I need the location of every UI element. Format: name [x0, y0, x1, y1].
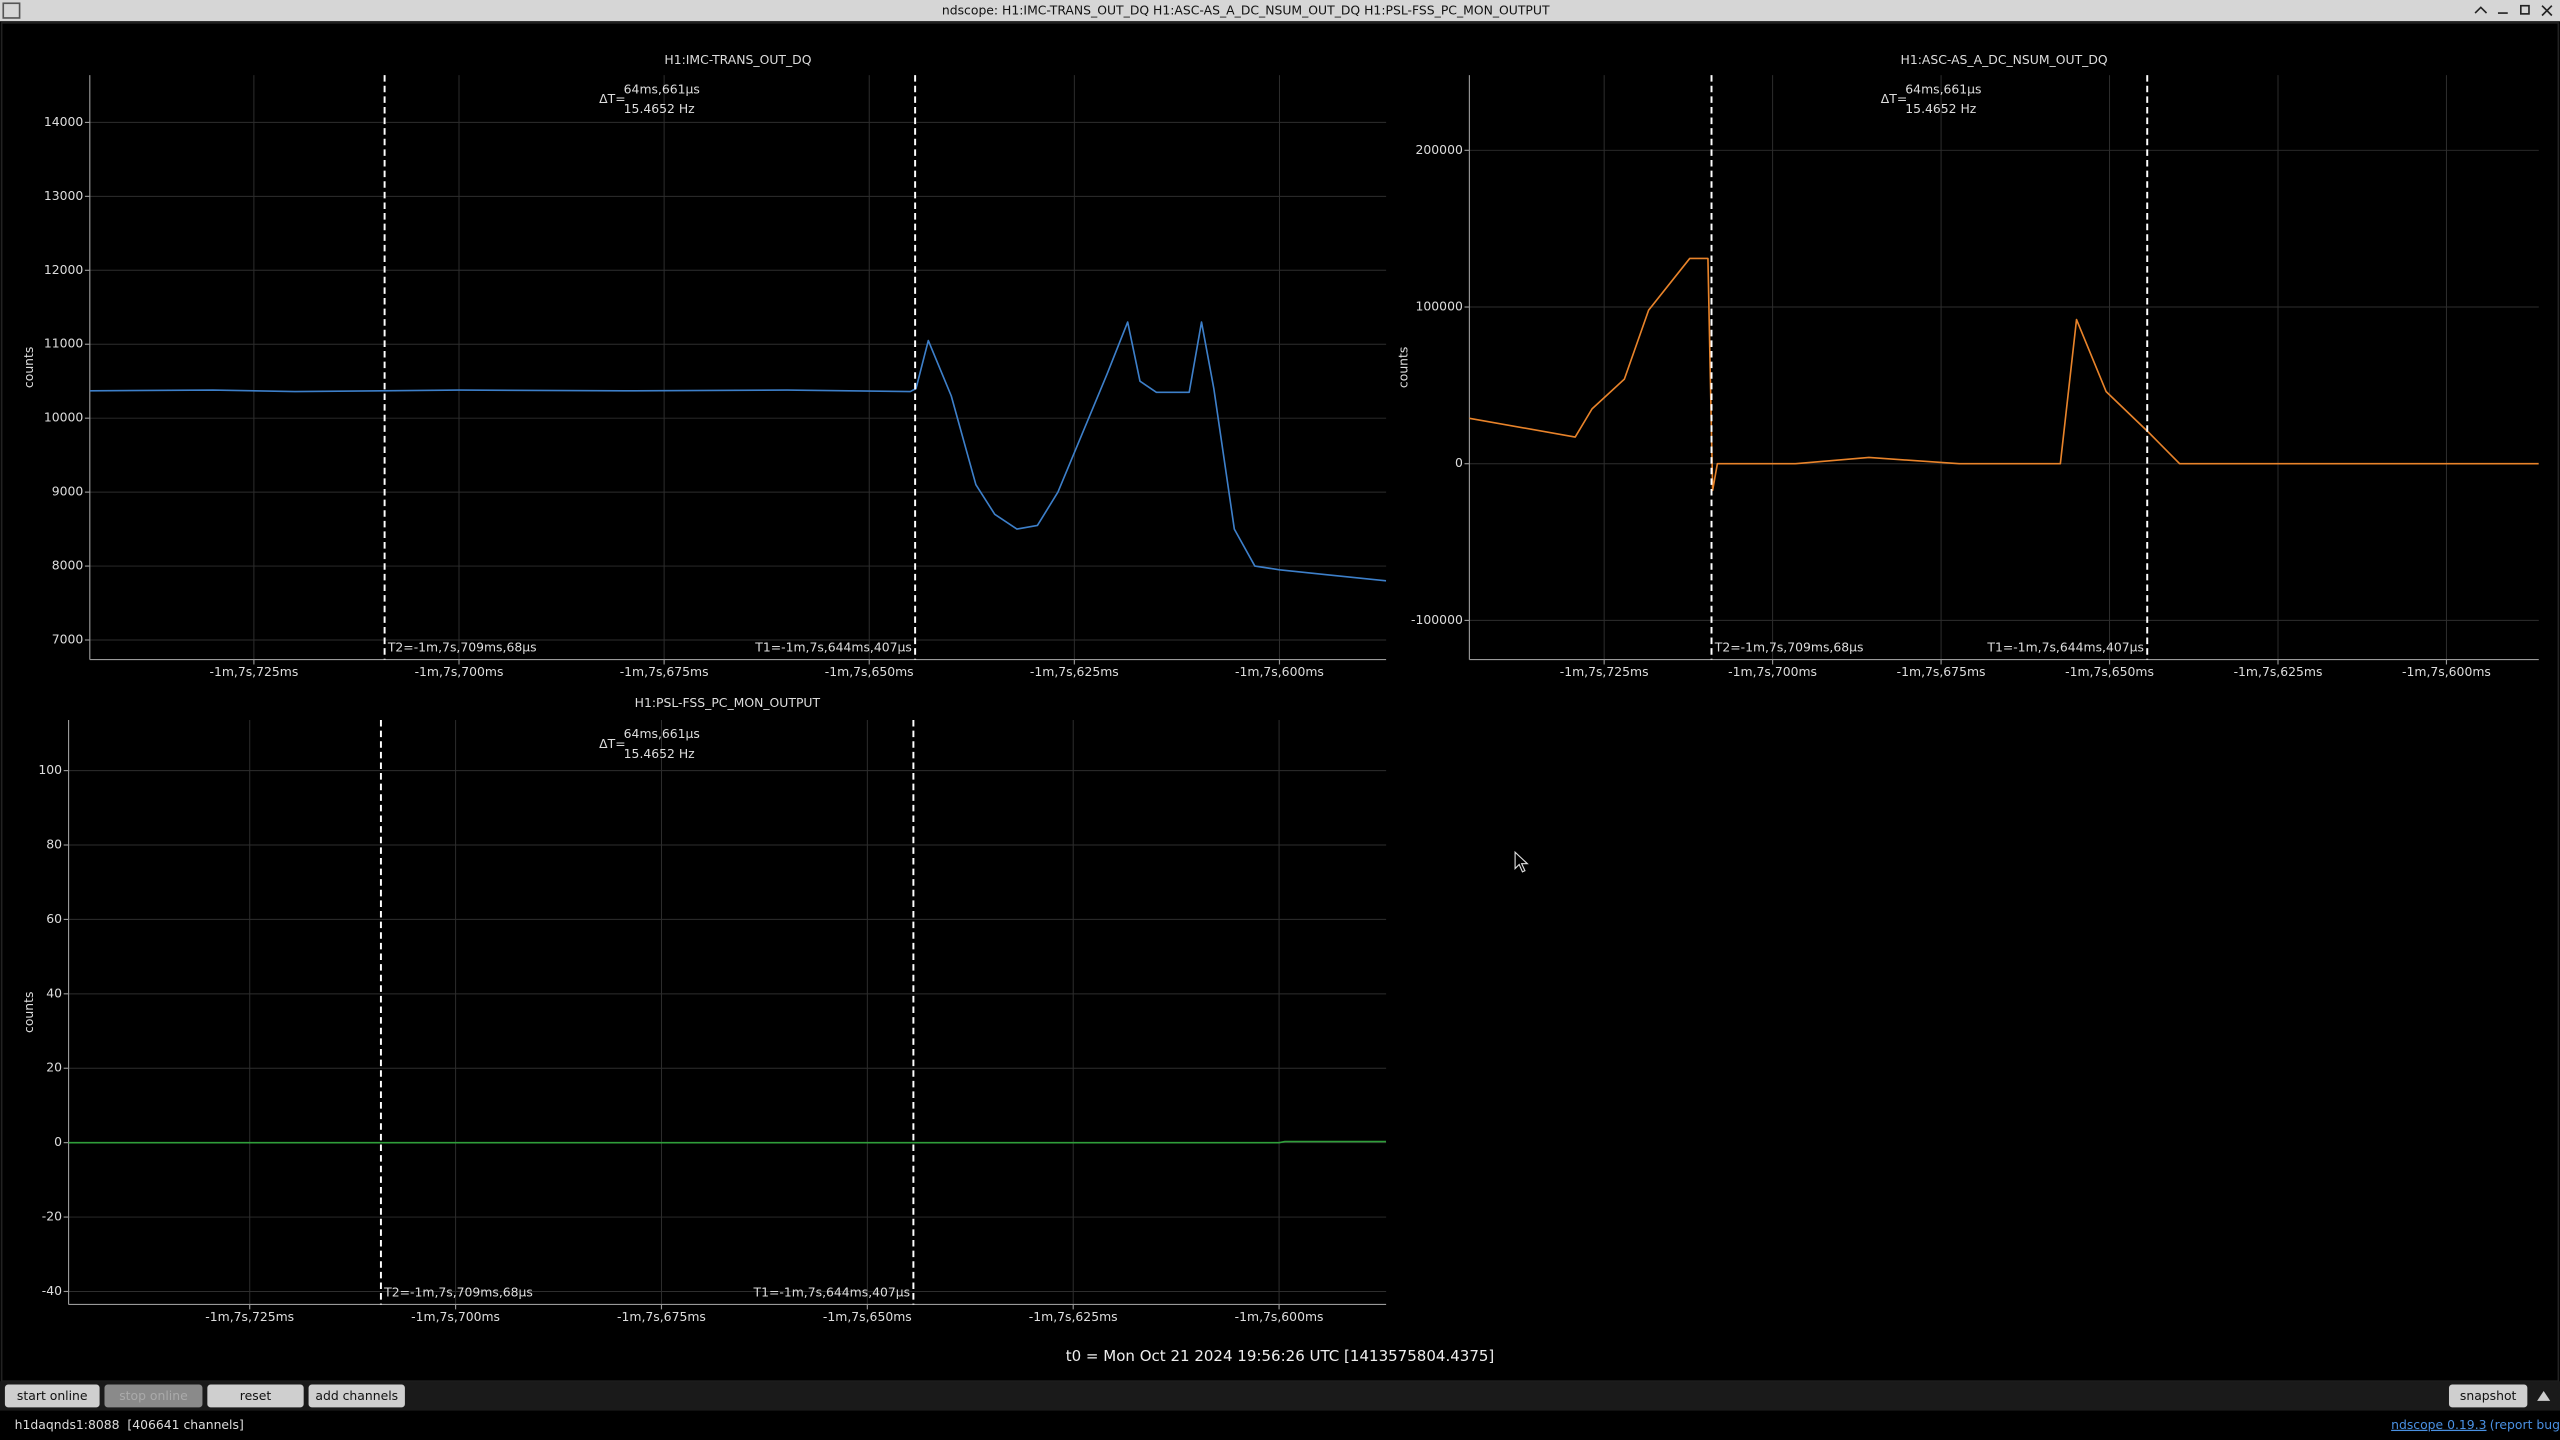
- toolbar-button[interactable]: [308, 1384, 405, 1408]
- x-tick-label: -1m,7s,600ms: [1235, 1309, 1324, 1324]
- snapshot-button[interactable]: [2448, 1384, 2528, 1408]
- delta-label: ΔT=: [599, 736, 625, 751]
- snapshot-label[interactable]: snapshot: [2460, 1388, 2517, 1403]
- x-tick-label: -1m,7s,700ms: [1728, 664, 1817, 679]
- y-tick-label: 8000: [52, 558, 84, 573]
- toolbar-button-label: stop online: [119, 1388, 187, 1403]
- y-tick-label: 0: [54, 1134, 62, 1149]
- y-axis-label: counts: [1396, 347, 1411, 388]
- window-icon: [2, 2, 21, 19]
- x-tick-label: -1m,7s,600ms: [1235, 664, 1324, 679]
- toolbar-button[interactable]: [4, 1384, 100, 1408]
- x-tick-label: -1m,7s,700ms: [411, 1309, 500, 1324]
- server-status: h1daqnds1:8088 [406641 channels]: [15, 1417, 244, 1432]
- y-tick-label: 9000: [52, 484, 84, 499]
- x-tick-label: -1m,7s,625ms: [2234, 664, 2323, 679]
- y-tick-label: -40: [42, 1283, 62, 1298]
- t0-label: t0 = Mon Oct 21 2024 19:56:26 UTC [14135…: [1066, 1347, 1495, 1365]
- delta-freq: 15.4652 Hz: [1905, 101, 1976, 116]
- cursor-label: T2=-1m,7s,709ms,68µs: [383, 1285, 533, 1300]
- delta-freq: 15.4652 Hz: [624, 101, 695, 116]
- x-tick-label: -1m,7s,625ms: [1030, 664, 1119, 679]
- y-tick-label: 11000: [44, 336, 84, 351]
- x-tick-label: -1m,7s,725ms: [209, 664, 298, 679]
- y-tick-label: 13000: [44, 188, 84, 203]
- toolbar-button-label[interactable]: reset: [240, 1388, 272, 1403]
- y-tick-label: -20: [42, 1209, 62, 1224]
- y-tick-label: 40: [46, 985, 62, 1000]
- x-tick-label: -1m,7s,725ms: [1560, 664, 1649, 679]
- y-tick-label: 20: [46, 1060, 62, 1075]
- x-tick-label: -1m,7s,725ms: [205, 1309, 294, 1324]
- x-tick-label: -1m,7s,675ms: [1897, 664, 1986, 679]
- plot-title: H1:PSL-FSS_PC_MON_OUTPUT: [635, 695, 821, 710]
- y-tick-label: 60: [46, 911, 62, 926]
- plot-title: H1:ASC-AS_A_DC_NSUM_OUT_DQ: [1901, 52, 2108, 67]
- x-tick-label: -1m,7s,650ms: [825, 664, 914, 679]
- y-tick-label: 0: [1455, 455, 1463, 470]
- delta-time: 64ms,661µs: [624, 726, 700, 741]
- report-bug-link[interactable]: (report bug): [2490, 1417, 2560, 1432]
- toolbar-button-label[interactable]: add channels: [315, 1388, 398, 1403]
- y-tick-label: 12000: [44, 262, 84, 277]
- y-tick-label: 7000: [52, 631, 84, 646]
- delta-time: 64ms,661µs: [624, 81, 700, 96]
- x-tick-label: -1m,7s,700ms: [415, 664, 504, 679]
- cursor-label: T2=-1m,7s,709ms,68µs: [387, 640, 537, 655]
- y-axis-label: counts: [21, 992, 36, 1033]
- close[interactable]: [2541, 5, 2553, 17]
- cursor-label: T2=-1m,7s,709ms,68µs: [1714, 640, 1864, 655]
- maximize[interactable]: [2520, 4, 2530, 15]
- y-tick-label: 200000: [1416, 142, 1463, 157]
- title-bar: [0, 0, 2560, 22]
- x-tick-label: -1m,7s,650ms: [2065, 664, 2154, 679]
- series-group: [68, 1140, 1387, 1144]
- delta-time: 64ms,661µs: [1905, 81, 1981, 96]
- cursor-label: T1=-1m,7s,644ms,407µs: [754, 640, 912, 655]
- y-tick-label: 80: [46, 837, 62, 852]
- cursor-label: T1=-1m,7s,644ms,407µs: [1986, 640, 2144, 655]
- mouse-pointer: [1514, 850, 1529, 873]
- series-line: [68, 1140, 1387, 1144]
- y-axis-label: counts: [21, 347, 36, 388]
- maximize-toggle[interactable]: [2474, 6, 2488, 14]
- series-group: [1469, 257, 2539, 492]
- y-tick-label: 100000: [1416, 299, 1463, 314]
- series-line: [89, 321, 1387, 582]
- window-controls[interactable]: [2474, 4, 2553, 17]
- delta-label: ΔT=: [599, 91, 625, 106]
- x-tick-label: -1m,7s,675ms: [620, 664, 709, 679]
- toolbar: [0, 1381, 2560, 1411]
- series-group: [89, 321, 1387, 582]
- delta-label: ΔT=: [1881, 91, 1907, 106]
- toolbar-button-label[interactable]: start online: [17, 1388, 88, 1403]
- cursor-label: T1=-1m,7s,644ms,407µs: [753, 1285, 911, 1300]
- x-tick-label: -1m,7s,600ms: [2402, 664, 2491, 679]
- toolbar-button: [104, 1384, 203, 1408]
- version-link[interactable]: ndscope 0.19.3: [2391, 1417, 2486, 1432]
- y-tick-label: 14000: [44, 114, 84, 129]
- plot-title: H1:IMC-TRANS_OUT_DQ: [664, 52, 811, 67]
- series-line: [1469, 257, 2539, 492]
- window-title: ndscope: H1:IMC-TRANS_OUT_DQ H1:ASC-AS_A…: [942, 2, 1550, 17]
- y-tick-label: -100000: [1411, 612, 1463, 627]
- delta-freq: 15.4652 Hz: [624, 746, 695, 761]
- x-tick-label: -1m,7s,625ms: [1029, 1309, 1118, 1324]
- y-tick-label: 10000: [44, 410, 84, 425]
- expand-arrow[interactable]: [2537, 1391, 2551, 1401]
- y-tick-label: 100: [38, 762, 62, 777]
- x-tick-label: -1m,7s,675ms: [617, 1309, 706, 1324]
- toolbar-button[interactable]: [207, 1384, 304, 1408]
- x-tick-label: -1m,7s,650ms: [823, 1309, 912, 1324]
